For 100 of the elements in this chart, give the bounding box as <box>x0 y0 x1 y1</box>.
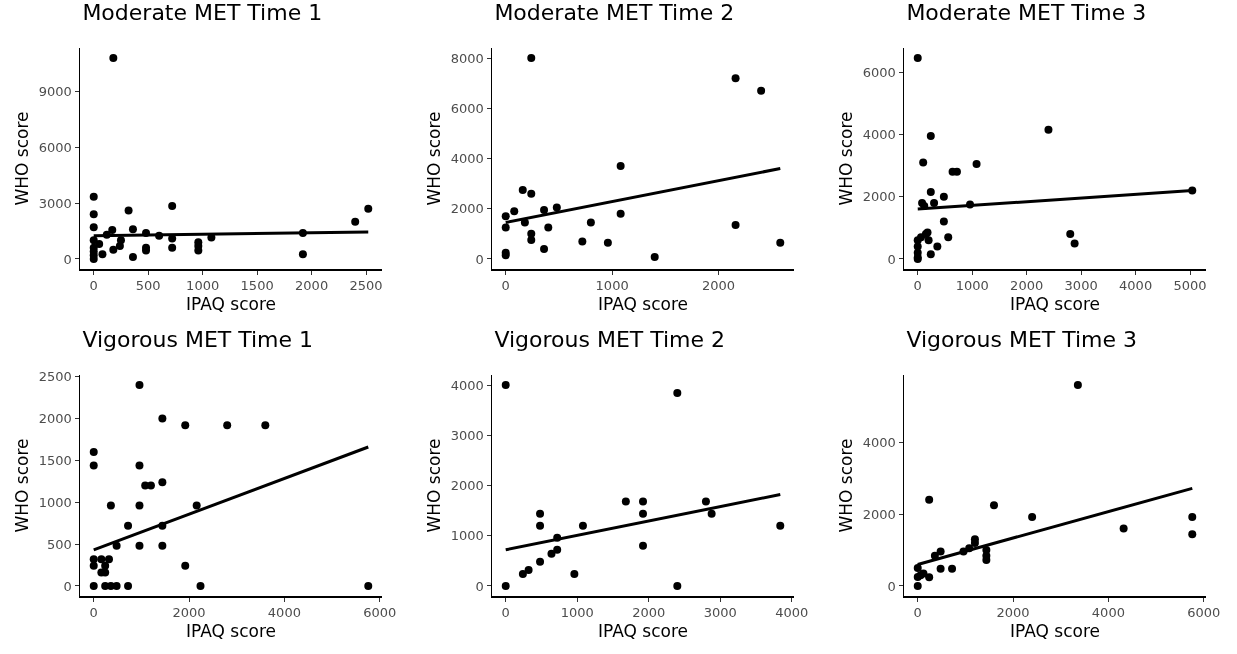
point <box>639 509 647 518</box>
point <box>1044 125 1053 134</box>
point <box>89 561 98 570</box>
y-tick-label: 4000 <box>450 151 484 167</box>
y-tick-label: 0 <box>887 578 896 594</box>
point <box>527 189 536 198</box>
point <box>540 244 549 253</box>
y-tick-label: 2000 <box>450 201 484 217</box>
x-tick-label: 6000 <box>363 605 397 621</box>
x-tick-label: 2000 <box>1010 278 1044 294</box>
point <box>261 421 270 430</box>
point <box>501 381 510 390</box>
point <box>89 581 98 590</box>
point <box>181 421 190 430</box>
point <box>109 245 118 254</box>
point <box>1188 513 1197 522</box>
point <box>926 250 935 259</box>
point <box>544 223 553 232</box>
point <box>578 521 587 530</box>
point <box>972 159 981 168</box>
point <box>939 192 948 201</box>
point <box>97 555 106 564</box>
chart-title: Vigorous MET Time 2 <box>494 327 726 353</box>
x-tick-label: 0 <box>89 605 98 621</box>
x-tick-label: 3000 <box>1064 278 1098 294</box>
y-tick-label: 1500 <box>38 452 72 468</box>
point <box>540 205 549 214</box>
point <box>536 557 545 566</box>
point <box>527 54 536 63</box>
y-tick-label: 4000 <box>450 377 484 393</box>
point <box>89 555 98 564</box>
point <box>757 86 766 95</box>
point <box>101 561 110 570</box>
point <box>603 238 612 247</box>
point <box>639 541 647 550</box>
point <box>128 253 137 262</box>
point <box>89 192 98 201</box>
x-axis-title: IPAQ score <box>186 294 276 315</box>
x-tick-label: 0 <box>89 278 98 294</box>
point <box>926 187 935 196</box>
y-tick-label: 2000 <box>450 478 484 494</box>
point <box>135 501 144 510</box>
point <box>135 461 144 470</box>
x-tick-label: 1000 <box>560 605 594 621</box>
x-tick-label: 3000 <box>703 605 737 621</box>
x-tick-label: 2000 <box>996 605 1030 621</box>
point <box>621 497 630 506</box>
x-axis-title: IPAQ score <box>598 294 688 315</box>
point <box>168 201 177 210</box>
y-tick-label: 4000 <box>862 435 896 450</box>
y-axis-title: WHO score <box>835 111 856 206</box>
point <box>1119 524 1128 533</box>
x-tick-label: 2500 <box>349 278 383 294</box>
point <box>924 236 933 245</box>
y-tick-label: 1000 <box>450 528 484 544</box>
point <box>501 212 510 221</box>
y-tick-label: 4000 <box>862 126 896 142</box>
y-tick-label: 3000 <box>38 195 72 211</box>
point <box>364 204 373 213</box>
y-tick-label: 9000 <box>38 84 72 100</box>
point <box>98 250 107 259</box>
point <box>168 243 177 252</box>
x-tick-label: 2000 <box>702 278 736 294</box>
point <box>158 478 167 487</box>
chart-title: Moderate MET Time 2 <box>494 0 735 26</box>
point <box>527 236 536 245</box>
point <box>112 581 121 590</box>
point <box>926 131 935 140</box>
point <box>116 236 125 245</box>
point <box>112 541 121 550</box>
point <box>536 521 545 530</box>
x-tick-label: 0 <box>913 278 922 294</box>
x-tick-label: 0 <box>501 605 510 621</box>
point <box>701 497 710 506</box>
point <box>578 237 587 246</box>
x-tick-label: 0 <box>913 605 922 621</box>
point <box>731 74 740 83</box>
x-axis-title: IPAQ score <box>1010 621 1100 642</box>
x-tick-label: 2000 <box>172 605 206 621</box>
y-tick-label: 2000 <box>862 506 896 522</box>
x-tick-label: 1000 <box>595 278 629 294</box>
point <box>124 521 133 530</box>
y-axis-title: WHO score <box>11 111 32 206</box>
point <box>108 226 117 235</box>
point <box>936 564 945 573</box>
point <box>109 54 118 63</box>
point <box>1188 530 1197 539</box>
point <box>936 547 945 556</box>
point <box>518 569 527 578</box>
point <box>1028 513 1037 522</box>
point <box>196 581 205 590</box>
x-tick-label: 5000 <box>1173 278 1207 294</box>
point <box>776 521 785 530</box>
point <box>616 162 625 171</box>
chart-title: Moderate MET Time 3 <box>906 0 1147 26</box>
x-axis-title: IPAQ score <box>598 621 688 642</box>
x-tick-label: 2000 <box>632 605 666 621</box>
point <box>1070 239 1079 248</box>
point <box>707 509 716 518</box>
point <box>552 203 561 212</box>
